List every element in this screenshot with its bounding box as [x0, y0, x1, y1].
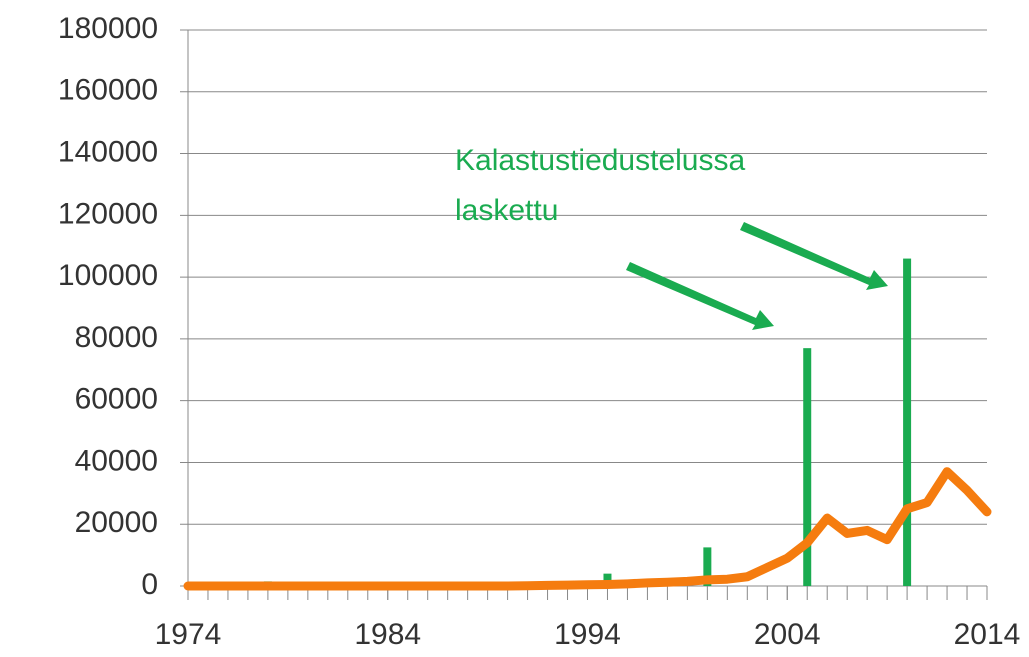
bar — [703, 547, 712, 586]
line — [183, 467, 992, 591]
y-tick-label: 140000 — [58, 135, 158, 168]
y-tick-label: 120000 — [58, 197, 158, 230]
annotation: laskettu — [455, 194, 558, 227]
x-tick-label: 1984 — [354, 618, 421, 651]
x-tick-label: 1974 — [155, 618, 222, 651]
x-tick-label: 2004 — [754, 618, 821, 651]
y-tick-label: 160000 — [58, 74, 158, 107]
bar — [603, 573, 612, 586]
x-tick-label: 2014 — [954, 618, 1021, 651]
bar — [803, 348, 812, 586]
y-tick-label: 60000 — [75, 383, 158, 416]
bar — [903, 258, 912, 586]
arrow — [740, 222, 888, 290]
arrow — [626, 262, 774, 330]
annotation: Kalastustiedustelussa — [455, 144, 745, 177]
y-tick-label: 80000 — [75, 321, 158, 354]
y-tick-label: 40000 — [75, 444, 158, 477]
y-tick-label: 100000 — [58, 259, 158, 292]
y-tick-label: 20000 — [75, 506, 158, 539]
plot: 0 20000 40000 60000 80000 100000 120000 140000 1… — [58, 12, 1020, 651]
y-tick-label: 180000 — [58, 12, 158, 45]
x-tick-label: 1994 — [554, 618, 621, 651]
y-tick-label: 0 — [141, 568, 158, 601]
